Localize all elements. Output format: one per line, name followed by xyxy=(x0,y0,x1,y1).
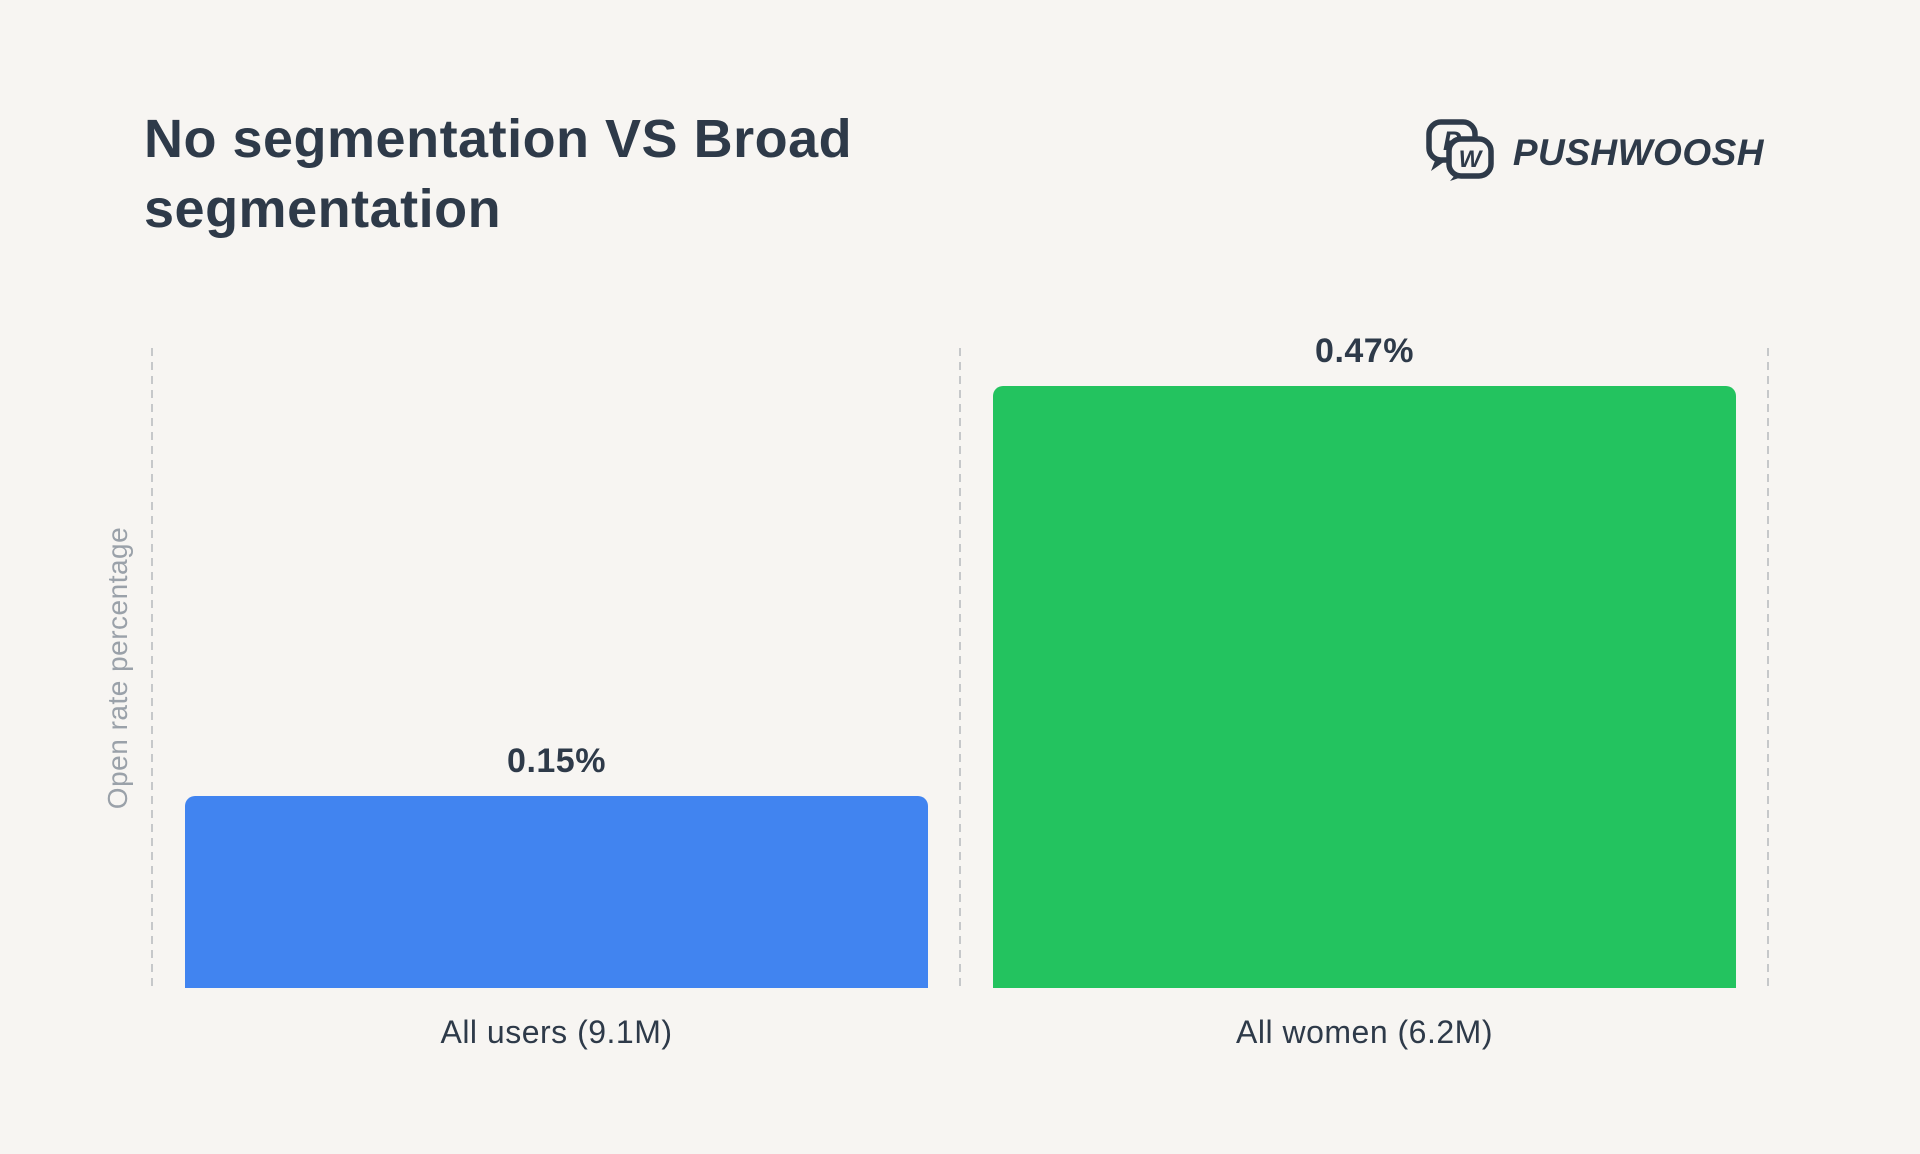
category-label-all-users: All users (9.1M) xyxy=(440,1014,673,1050)
chart-title: No segmentation VS Broad segmentation xyxy=(144,104,852,244)
bar-column-all-women: 0.47% All women (6.2M) xyxy=(993,334,1736,1050)
dashed-guide-left xyxy=(151,348,153,988)
brand-logo: P W PUSHWOOSH xyxy=(1425,118,1764,187)
category-label-all-women: All women (6.2M) xyxy=(1236,1014,1493,1050)
value-label-all-users: 0.15% xyxy=(507,742,606,780)
brand-name: PUSHWOOSH xyxy=(1512,131,1764,173)
pushwoosh-speech-bubbles-icon: P W xyxy=(1425,118,1495,187)
value-label-all-women: 0.47% xyxy=(1315,332,1414,370)
bar-all-women xyxy=(993,386,1736,988)
bar-column-all-users: 0.15% All users (9.1M) xyxy=(185,348,928,1050)
chart-title-line-2: segmentation xyxy=(144,179,502,239)
dashed-guide-middle xyxy=(959,348,961,988)
logo-letter-w: W xyxy=(1458,146,1483,173)
chart-title-line-1: No segmentation VS Broad xyxy=(144,109,853,169)
bar-all-users xyxy=(185,796,928,988)
dashed-guide-right xyxy=(1767,348,1769,988)
plot-area: 0.15% All users (9.1M) 0.47% All women (… xyxy=(0,334,1920,1050)
